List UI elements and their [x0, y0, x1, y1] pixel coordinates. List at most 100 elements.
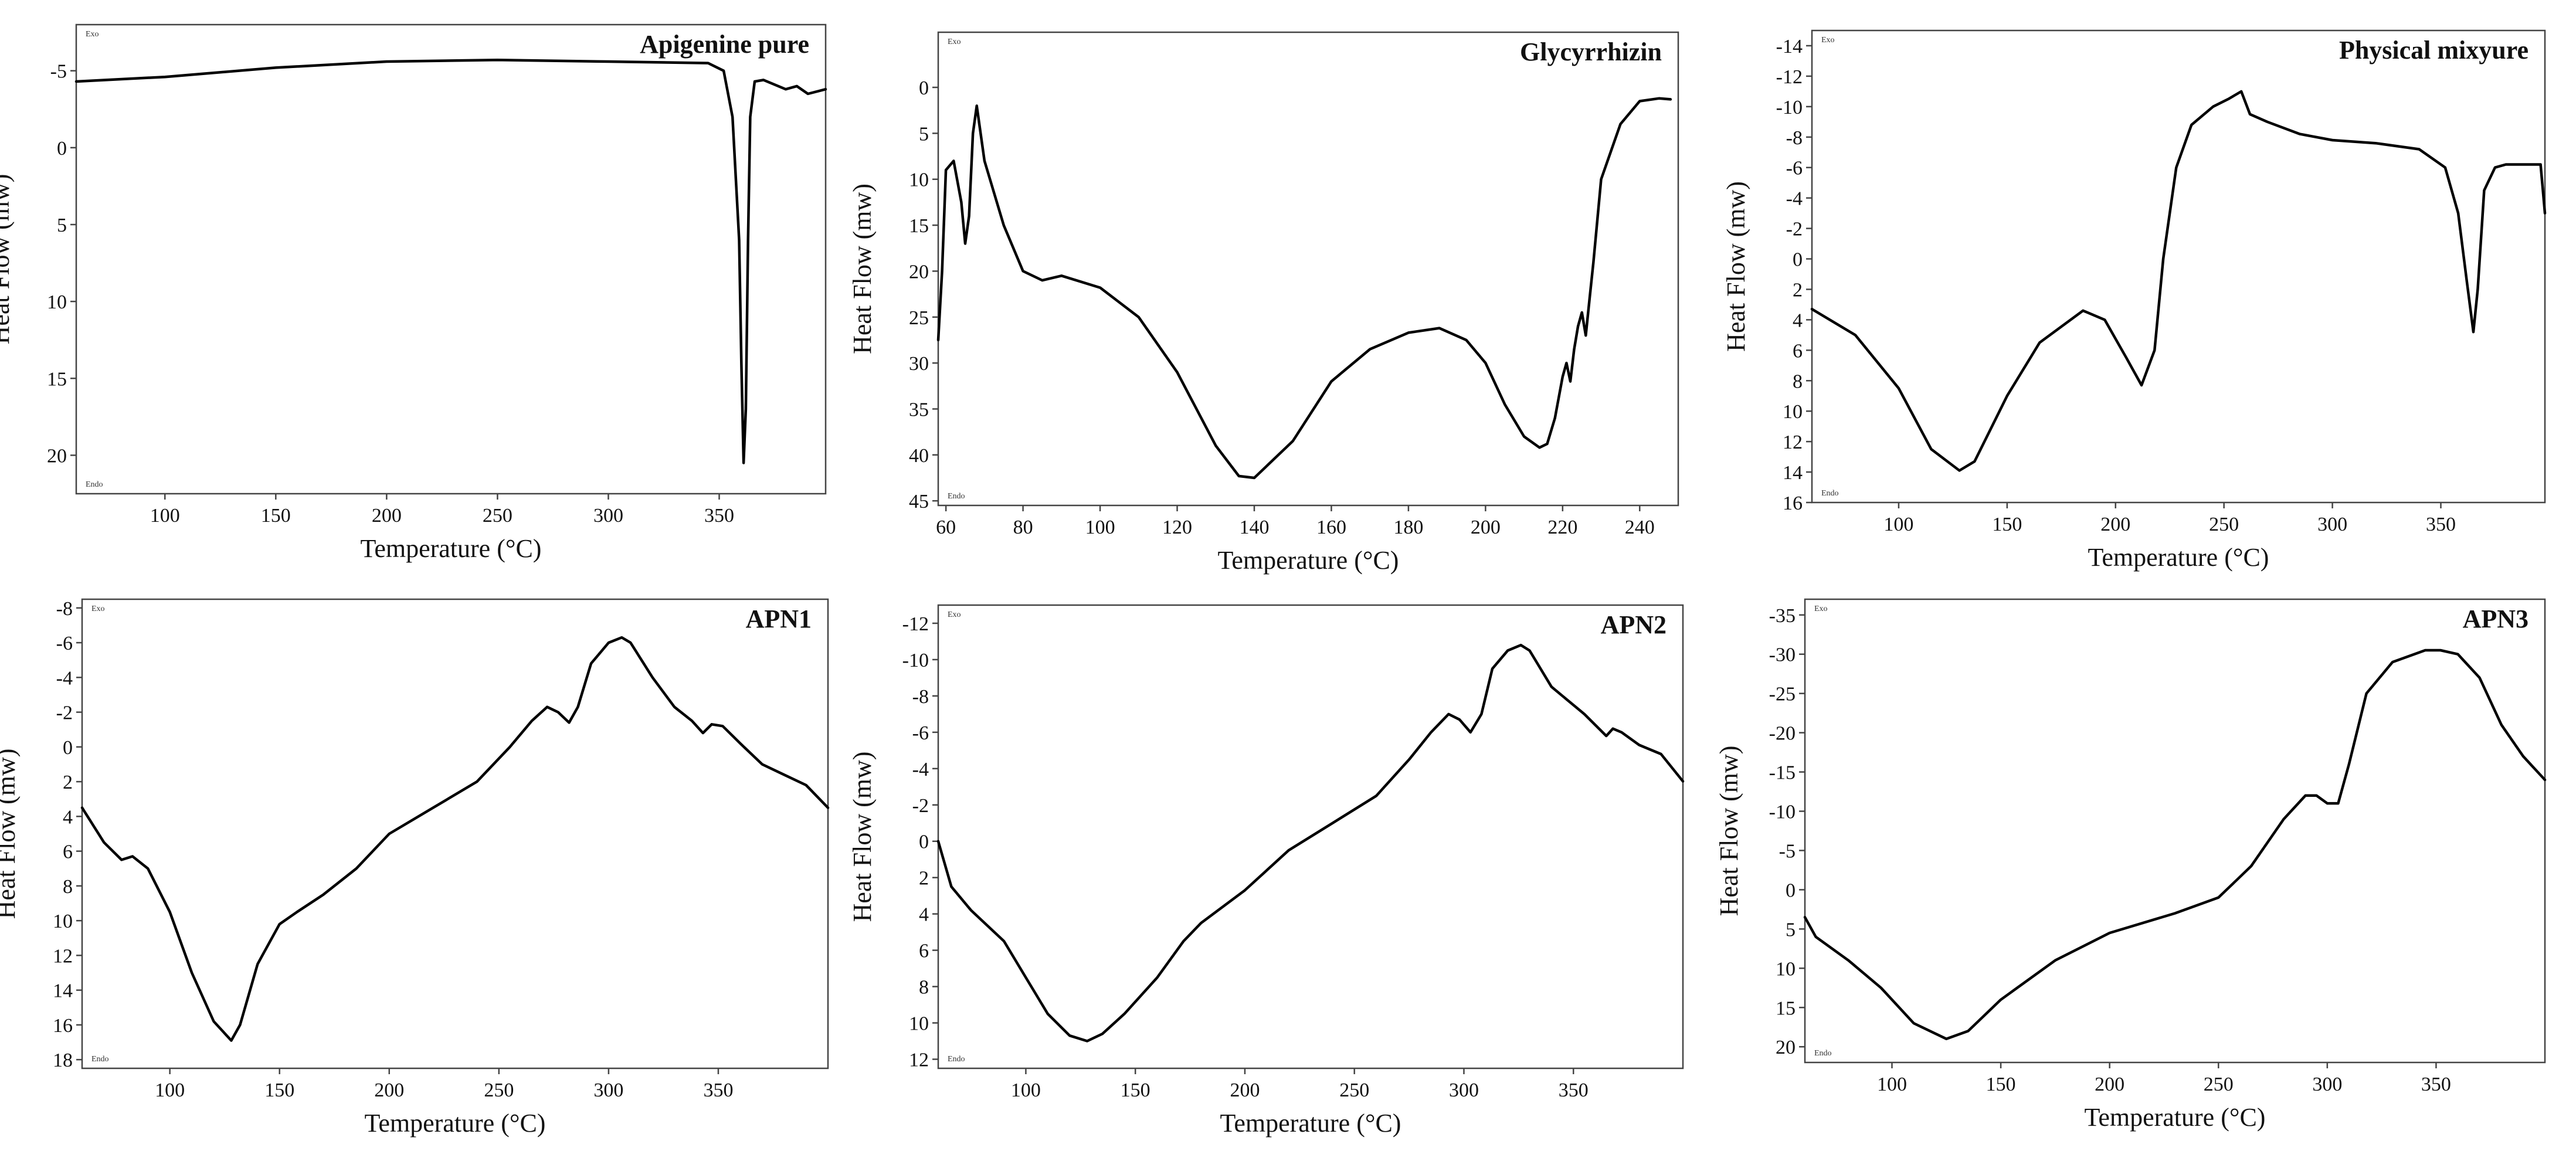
x-tick-label: 350	[704, 505, 734, 527]
chart-panel-4: 100 150 200 250 300 350 -8 -6 -4 -2 0 2 4 6 8 10 12 14 16 1…	[0, 598, 830, 1138]
heat-flow-curve	[74, 59, 827, 464]
y-tick-label: 6	[1793, 340, 1803, 362]
y-tick-label: 20	[1776, 1037, 1796, 1058]
y-tick-label: 2	[919, 868, 929, 889]
heat-flow-curve	[936, 97, 1672, 480]
x-tick-label: 100	[155, 1079, 185, 1101]
x-tick-label: 100	[1877, 1074, 1907, 1095]
y-axis-label: Heat Flow (mw)	[848, 752, 877, 922]
y-tick-label: -20	[1769, 723, 1796, 745]
y-tick-label: -5	[50, 61, 67, 83]
x-tick-label: 250	[483, 505, 513, 527]
endo-marker: Endo	[948, 492, 965, 501]
endo-marker: Endo	[1814, 1049, 1832, 1058]
y-tick-label: -2	[1786, 219, 1803, 240]
y-tick-label: 35	[909, 399, 929, 420]
x-tick-label: 220	[1547, 517, 1577, 538]
y-tick-label: 10	[909, 1013, 929, 1035]
plot-frame	[75, 23, 827, 495]
y-tick-label: -4	[912, 759, 929, 780]
endo-marker: Endo	[86, 480, 103, 489]
y-tick-label: -10	[902, 650, 929, 671]
heat-flow-curve	[936, 643, 1685, 1043]
x-tick-label: 250	[484, 1079, 514, 1101]
endo-marker: Endo	[948, 1055, 965, 1064]
y-axis-label: Heat Flow (mw)	[1722, 181, 1750, 352]
exo-marker: Exo	[91, 605, 105, 613]
x-tick-label: 150	[1121, 1079, 1150, 1101]
x-tick-label: 140	[1239, 517, 1269, 538]
y-tick-label: 16	[53, 1015, 73, 1037]
y-tick-label: 0	[919, 831, 929, 853]
y-tick-label: 12	[909, 1050, 929, 1071]
x-tick-label: 150	[1992, 514, 2022, 535]
plot-frame	[81, 598, 829, 1069]
x-axis-label: Temperature (°C)	[365, 1109, 546, 1138]
y-tick-label: -6	[56, 633, 73, 654]
x-tick-label: 150	[261, 505, 291, 527]
y-tick-label: -4	[56, 667, 73, 689]
x-tick-label: 300	[2312, 1074, 2342, 1095]
y-tick-label: 2	[63, 772, 73, 793]
y-tick-label: 10	[53, 911, 73, 932]
y-axis-label: Heat Flow (mw)	[1715, 746, 1743, 916]
panel-title: APN1	[746, 605, 812, 633]
x-tick-label: 200	[2100, 514, 2130, 535]
y-tick-label: 8	[1793, 371, 1803, 392]
x-axis-label: Temperature (°C)	[2088, 543, 2269, 572]
y-tick-label: 4	[63, 806, 73, 828]
y-tick-label: 10	[1776, 958, 1796, 980]
exo-marker: Exo	[1814, 605, 1828, 613]
x-tick-label: 80	[1013, 517, 1033, 538]
x-tick-label: 200	[372, 505, 402, 527]
y-tick-label: -14	[1776, 36, 1803, 57]
y-tick-label: 18	[53, 1050, 73, 1071]
endo-marker: Endo	[1821, 489, 1839, 498]
y-tick-label: 0	[1793, 249, 1803, 271]
y-tick-label: 2	[1793, 279, 1803, 301]
x-tick-label: 160	[1316, 517, 1346, 538]
y-tick-label: 8	[919, 977, 929, 999]
exo-marker: Exo	[1821, 36, 1835, 45]
y-tick-label: 0	[1786, 880, 1796, 901]
y-tick-label: 5	[1786, 919, 1796, 941]
chart-panel-2: 60 80 100 120 140 160 180 200 220 240 0 5 10 15 20 25 30…	[848, 31, 1679, 575]
y-tick-label: -4	[1786, 188, 1803, 210]
y-tick-label: -10	[1776, 97, 1803, 118]
x-tick-label: 150	[264, 1079, 294, 1101]
y-tick-label: 15	[47, 368, 67, 390]
x-tick-label: 250	[1339, 1079, 1369, 1101]
x-tick-label: 200	[1230, 1079, 1260, 1101]
y-tick-label: 15	[909, 215, 929, 237]
x-tick-label: 300	[2317, 514, 2347, 535]
plot-frame	[1811, 29, 2546, 504]
y-tick-label: 0	[63, 737, 73, 759]
y-tick-label: -2	[912, 795, 929, 817]
panel-title: Glycyrrhizin	[1520, 38, 1662, 66]
panel-title: APN2	[1601, 610, 1667, 639]
exo-marker: Exo	[86, 30, 99, 39]
chart-panel-6: 100 150 200 250 300 350 -35 -30 -25 -20 -15 -10 -5 0 5…	[1715, 598, 2547, 1132]
y-tick-label: 6	[919, 941, 929, 962]
y-tick-label: 15	[1776, 997, 1796, 1019]
y-tick-label: 8	[63, 876, 73, 898]
y-tick-label: 30	[909, 353, 929, 375]
exo-marker: Exo	[948, 38, 961, 46]
y-tick-label: -8	[56, 598, 73, 620]
x-tick-label: 240	[1625, 517, 1655, 538]
chart-panel-3: 100 150 200 250 300 350 -14 -12 -10 -8 -6 -4 -2 0 2 4 6 8…	[1722, 29, 2547, 572]
y-tick-label: 16	[1783, 493, 1803, 514]
exo-marker: Exo	[948, 610, 961, 619]
x-tick-label: 350	[2426, 514, 2456, 535]
x-axis-label: Temperature (°C)	[1220, 1109, 1401, 1138]
y-axis-label: Heat Flow (mw)	[0, 174, 15, 345]
y-tick-label: -8	[1786, 127, 1803, 149]
plot-frame	[937, 604, 1684, 1069]
y-tick-label: 0	[57, 138, 67, 159]
plot-frame	[1804, 598, 2546, 1064]
x-tick-label: 100	[1883, 514, 1913, 535]
x-tick-label: 180	[1393, 517, 1423, 538]
y-tick-label: 0	[919, 77, 929, 99]
plot-frame	[937, 31, 1679, 507]
y-tick-label: -5	[1779, 840, 1796, 862]
